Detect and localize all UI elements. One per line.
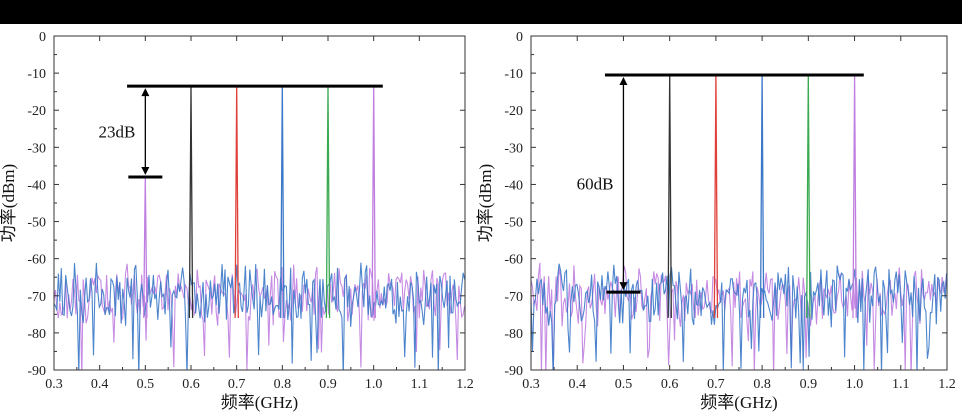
peak-3aaa50-1 [325,86,331,319]
y-tick-label: -70 [504,290,523,305]
peak-3a78c8-1 [759,74,765,319]
x-axis-label: 频率(GHz) [221,393,298,412]
y-axis-label: 功率(dBm) [0,164,18,242]
y-tick-label: -40 [504,178,523,193]
y-tick-label: -40 [27,178,46,193]
plot-frame [530,35,948,371]
x-tick-label: 1.0 [846,377,864,392]
x-tick-label: 0.9 [800,377,818,392]
x-tick-label: 0.6 [182,377,200,392]
x-tick-label: 0.6 [661,377,679,392]
x-tick-label: 0.7 [707,377,725,392]
arrow-head-down [141,167,150,176]
y-tick-label: -90 [504,364,523,379]
x-tick-label: 0.4 [91,377,109,392]
y-tick-label: -20 [27,104,46,119]
arrow-head-down [619,282,628,291]
x-tick-label: 0.8 [753,377,771,392]
y-tick-label: -80 [27,327,46,342]
x-tick-label: 1.2 [938,377,956,392]
peak-c07ee0-1 [852,74,857,319]
y-axis-label: 功率(dBm) [476,164,495,242]
annotation-label: 60dB [577,175,614,194]
top-caption-bar [0,0,962,24]
y-tick-label: 0 [516,30,523,45]
chart-panel-1: 0 -10 -20 -30 -40 -50 -60 -70 -80 -900.3 0.4 0.5 0.6… [0,30,474,412]
x-tick-label: 0.5 [615,377,633,392]
y-tick-label: -90 [27,364,46,379]
y-tick-label: -50 [27,216,46,231]
x-tick-label: 1.0 [365,377,383,392]
x-tick-label: 0.7 [228,377,246,392]
y-tick-label: -60 [27,253,46,268]
peak-e0403a-1 [234,86,239,319]
x-axis-label: 频率(GHz) [700,393,777,412]
y-tick-label: -80 [504,327,523,342]
x-tick-label: 0.8 [274,377,292,392]
peak-3aaa50-1 [806,74,811,319]
y-tick-label: -10 [27,67,46,82]
y-tick-label: -60 [504,253,523,268]
noise-trace-1 [531,262,947,370]
y-tick-label: -10 [504,67,523,82]
x-tick-label: 0.3 [522,377,540,392]
y-tick-label: -30 [504,141,523,156]
noise-trace-2 [531,263,947,370]
peak-c07ee0-1 [143,176,148,319]
x-tick-label: 0.9 [319,377,337,392]
arrow-head-up [141,88,150,97]
annotation-label: 23dB [98,123,135,142]
y-tick-label: -70 [27,290,46,305]
x-tick-label: 1.1 [892,377,910,392]
x-tick-label: 0.5 [137,377,155,392]
x-tick-label: 1.1 [411,377,429,392]
plot-area [531,74,947,370]
peak-c07ee0-2 [371,86,376,319]
noise-trace-1 [54,263,465,370]
noise-trace-2 [54,262,465,370]
x-tick-label: 0.3 [45,377,63,392]
y-tick-label: -20 [504,104,523,119]
arrow-head-up [619,76,628,85]
x-tick-label: 1.2 [456,377,474,392]
chart-panel-2: 0 -10 -20 -30 -40 -50 -60 -70 -80 -900.3 0.4 0.5 0.6… [476,30,956,412]
y-tick-label: -50 [504,216,523,231]
x-tick-label: 0.4 [568,377,586,392]
y-tick-label: -30 [27,141,46,156]
y-tick-label: 0 [39,30,46,45]
